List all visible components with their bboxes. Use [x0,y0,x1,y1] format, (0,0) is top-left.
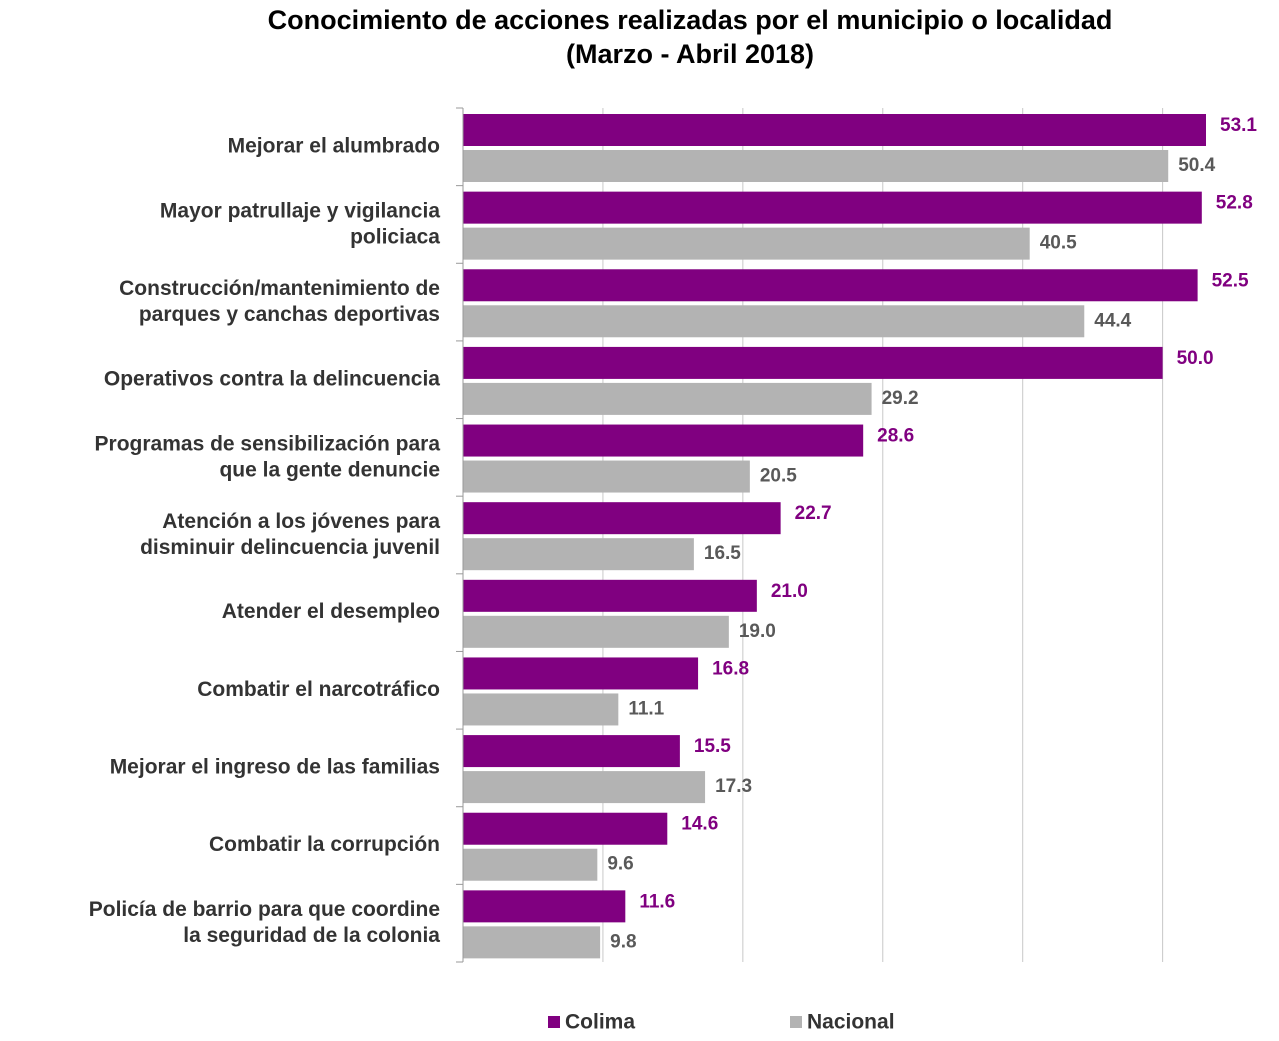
legend-label: Colima [565,1011,635,1034]
legend-swatch [548,1016,560,1028]
bar [463,890,626,923]
bar [463,735,680,768]
value-label: 44.4 [1094,310,1131,331]
value-label: 50.4 [1178,155,1215,176]
bar [463,269,1198,302]
y-tick-label: Construcción/mantenimiento de parques y c… [119,277,440,326]
value-label: 20.5 [760,466,797,487]
bar [463,538,694,571]
bar [463,114,1206,146]
value-label: 11.6 [639,891,675,912]
y-tick-label: Mayor patrullaje y vigilancia policiaca [160,199,440,248]
bar [463,693,619,726]
value-label: 16.8 [712,658,749,679]
y-tick-label: Programas de sensibilización para que la … [95,432,441,481]
y-tick-label: Mejorar el ingreso de las familias [110,755,440,778]
bar [463,771,706,804]
value-label: 15.5 [694,736,731,757]
bar [463,615,729,648]
value-label: 29.2 [882,388,919,409]
bar [463,657,699,690]
bar [463,150,1169,182]
value-label: 52.8 [1216,193,1253,214]
value-label: 9.8 [610,931,636,952]
legend-label: Nacional [807,1011,895,1034]
y-tick-label: Atender el desempleo [222,600,440,623]
value-label: 28.6 [877,426,914,447]
value-label: 11.1 [628,698,664,719]
bar [463,227,1030,260]
bar [463,305,1085,338]
chart-subtitle: (Marzo - Abril 2018) [566,39,814,69]
bar [463,848,598,881]
y-tick-label: Atención a los jóvenes para disminuir del… [140,510,440,559]
value-label: 53.1 [1220,115,1257,136]
y-tick-label: Policía de barrio para que coordine la se… [89,898,441,947]
value-label: 17.3 [715,776,752,797]
value-label: 52.5 [1212,270,1249,291]
bar [463,191,1202,224]
legend-swatch [790,1016,802,1028]
bar [463,382,872,415]
y-tick-label: Mejorar el alumbrado [228,134,440,157]
y-tick-label: Combatir el narcotráfico [197,678,440,701]
bar [463,424,864,457]
value-label: 14.6 [681,814,718,835]
bar [463,460,750,493]
value-label: 16.5 [704,543,741,564]
chart-title: Conocimiento de acciones realizadas por … [268,5,1113,35]
y-tick-label: Operativos contra la delincuencia [104,367,440,390]
bar [463,926,601,959]
bar [463,346,1163,379]
value-label: 22.7 [795,503,832,524]
bar [463,812,668,845]
value-label: 9.6 [607,854,633,875]
bar [463,579,757,612]
value-label: 19.0 [739,621,776,642]
bar [463,502,781,535]
value-label: 50.0 [1177,348,1214,369]
value-label: 40.5 [1040,233,1077,254]
y-tick-label: Combatir la corrupción [209,833,440,856]
value-label: 21.0 [771,581,808,602]
